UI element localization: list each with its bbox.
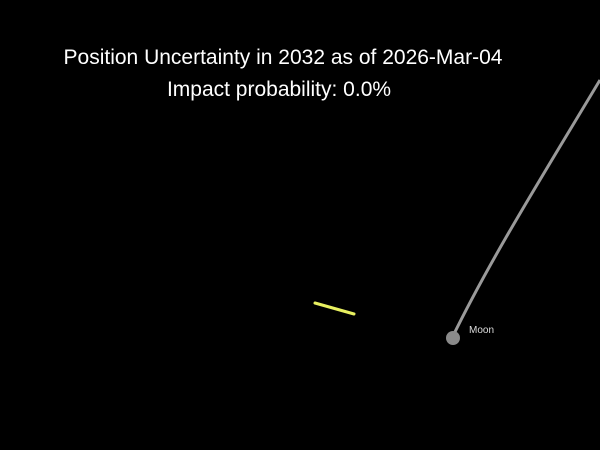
moon-label: Moon <box>469 325 495 336</box>
impact-probability: Impact probability: 0.0% <box>166 78 392 101</box>
title: Position Uncertainty in 2032 as of 2026-… <box>63 46 503 69</box>
moon-orbit <box>450 79 600 339</box>
moon <box>446 331 460 345</box>
uncertainty-region <box>313 301 356 316</box>
